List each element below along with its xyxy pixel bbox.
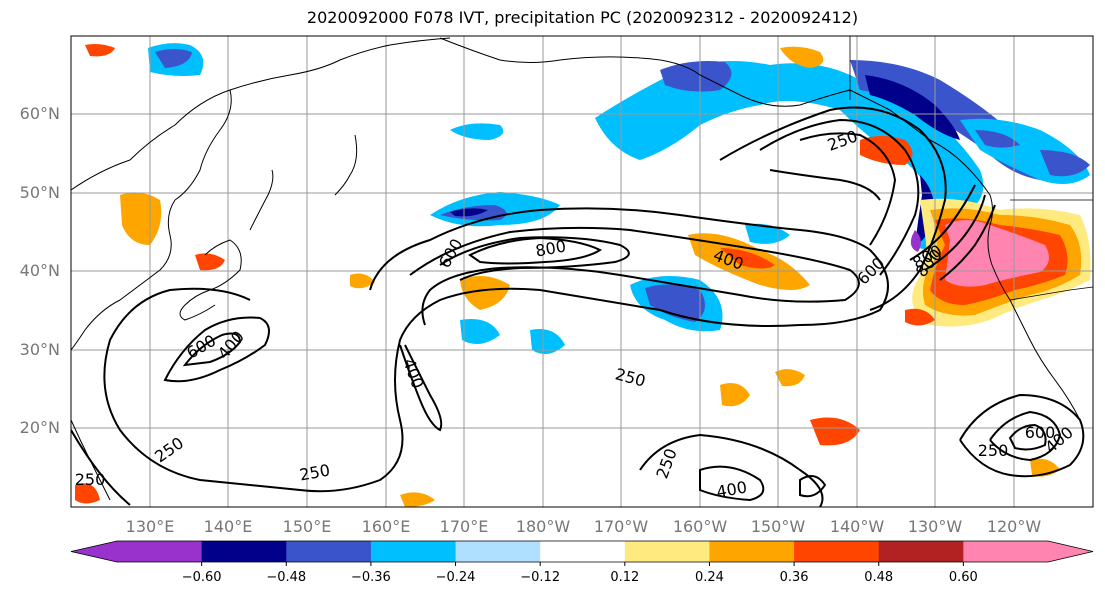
ivt-contours: [71, 106, 1085, 507]
contour-label: 250: [75, 470, 106, 489]
lat-label: 60°N: [20, 104, 60, 123]
latitude-labels: 60°N 50°N 40°N 30°N 20°N: [20, 104, 60, 437]
coastlines: [71, 37, 1081, 501]
lon-label: 180°W: [516, 517, 571, 536]
longitude-labels: 130°E 140°E 150°E 160°E 170°E 180°W 170°…: [126, 517, 1042, 536]
map-title: 2020092000 F078 IVT, precipitation PC (2…: [306, 8, 859, 27]
colorbar-tick-label: 0.12: [610, 570, 639, 585]
colorbar-tick-label: −0.48: [266, 570, 306, 585]
lon-label: 130°W: [908, 517, 963, 536]
colorbar-tick-label: 0.36: [780, 570, 809, 585]
colorbar-segment: [370, 541, 457, 562]
lat-label: 50°N: [20, 183, 60, 202]
lat-label: 40°N: [20, 261, 60, 280]
lon-label: 120°W: [987, 517, 1042, 536]
lon-label: 130°E: [126, 517, 175, 536]
colorbar-extend-high: [1048, 541, 1093, 562]
colorbar-segment: [709, 541, 795, 562]
borders: [849, 36, 1093, 301]
colorbar-extend-low: [71, 541, 117, 562]
colorbar-tick-label: −0.60: [182, 570, 222, 585]
contour-label: 600: [1025, 423, 1056, 442]
lon-label: 160°W: [673, 517, 728, 536]
colorbar-segment: [624, 541, 710, 562]
lon-label: 140°E: [204, 517, 253, 536]
colorbar-tick-label: 0.60: [949, 570, 978, 585]
contour-label: 250: [978, 441, 1009, 460]
lon-label: 150°W: [751, 517, 806, 536]
colorbar-tick-label: 0.24: [695, 570, 724, 585]
colorbar-segment: [117, 541, 203, 562]
plot-frame: [70, 35, 1094, 508]
colorbar-segment: [286, 541, 372, 562]
lat-label: 20°N: [20, 418, 60, 437]
colorbar-tick-label: −0.24: [436, 570, 476, 585]
colorbar-segment: [963, 541, 1049, 562]
colorbar-tick-label: −0.12: [520, 570, 560, 585]
colorbar-segment: [794, 541, 880, 562]
colorbar-outline: [70, 540, 1094, 563]
colorbar: −0.60 −0.48 −0.36 −0.24 −0.12 0.12 0.24 0.36 0.4…: [70, 540, 1094, 585]
lon-label: 170°E: [440, 517, 489, 536]
colorbar-segment: [540, 541, 626, 562]
lon-label: 170°W: [594, 517, 649, 536]
colorbar-segment: [201, 541, 287, 562]
colorbar-segment: [455, 541, 541, 562]
lon-label: 160°E: [362, 517, 411, 536]
colorbar-segment: [878, 541, 964, 562]
lat-label: 30°N: [20, 340, 60, 359]
lon-label: 140°W: [830, 517, 885, 536]
colorbar-tick-label: 0.48: [864, 570, 893, 585]
colorbar-tick-label: −0.36: [351, 570, 391, 585]
lon-label: 150°E: [283, 517, 332, 536]
graticule: [71, 36, 1093, 507]
